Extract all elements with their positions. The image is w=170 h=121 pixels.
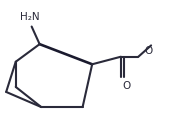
Text: O: O — [144, 46, 152, 56]
Text: H₂N: H₂N — [20, 11, 40, 22]
Text: O: O — [122, 81, 131, 91]
